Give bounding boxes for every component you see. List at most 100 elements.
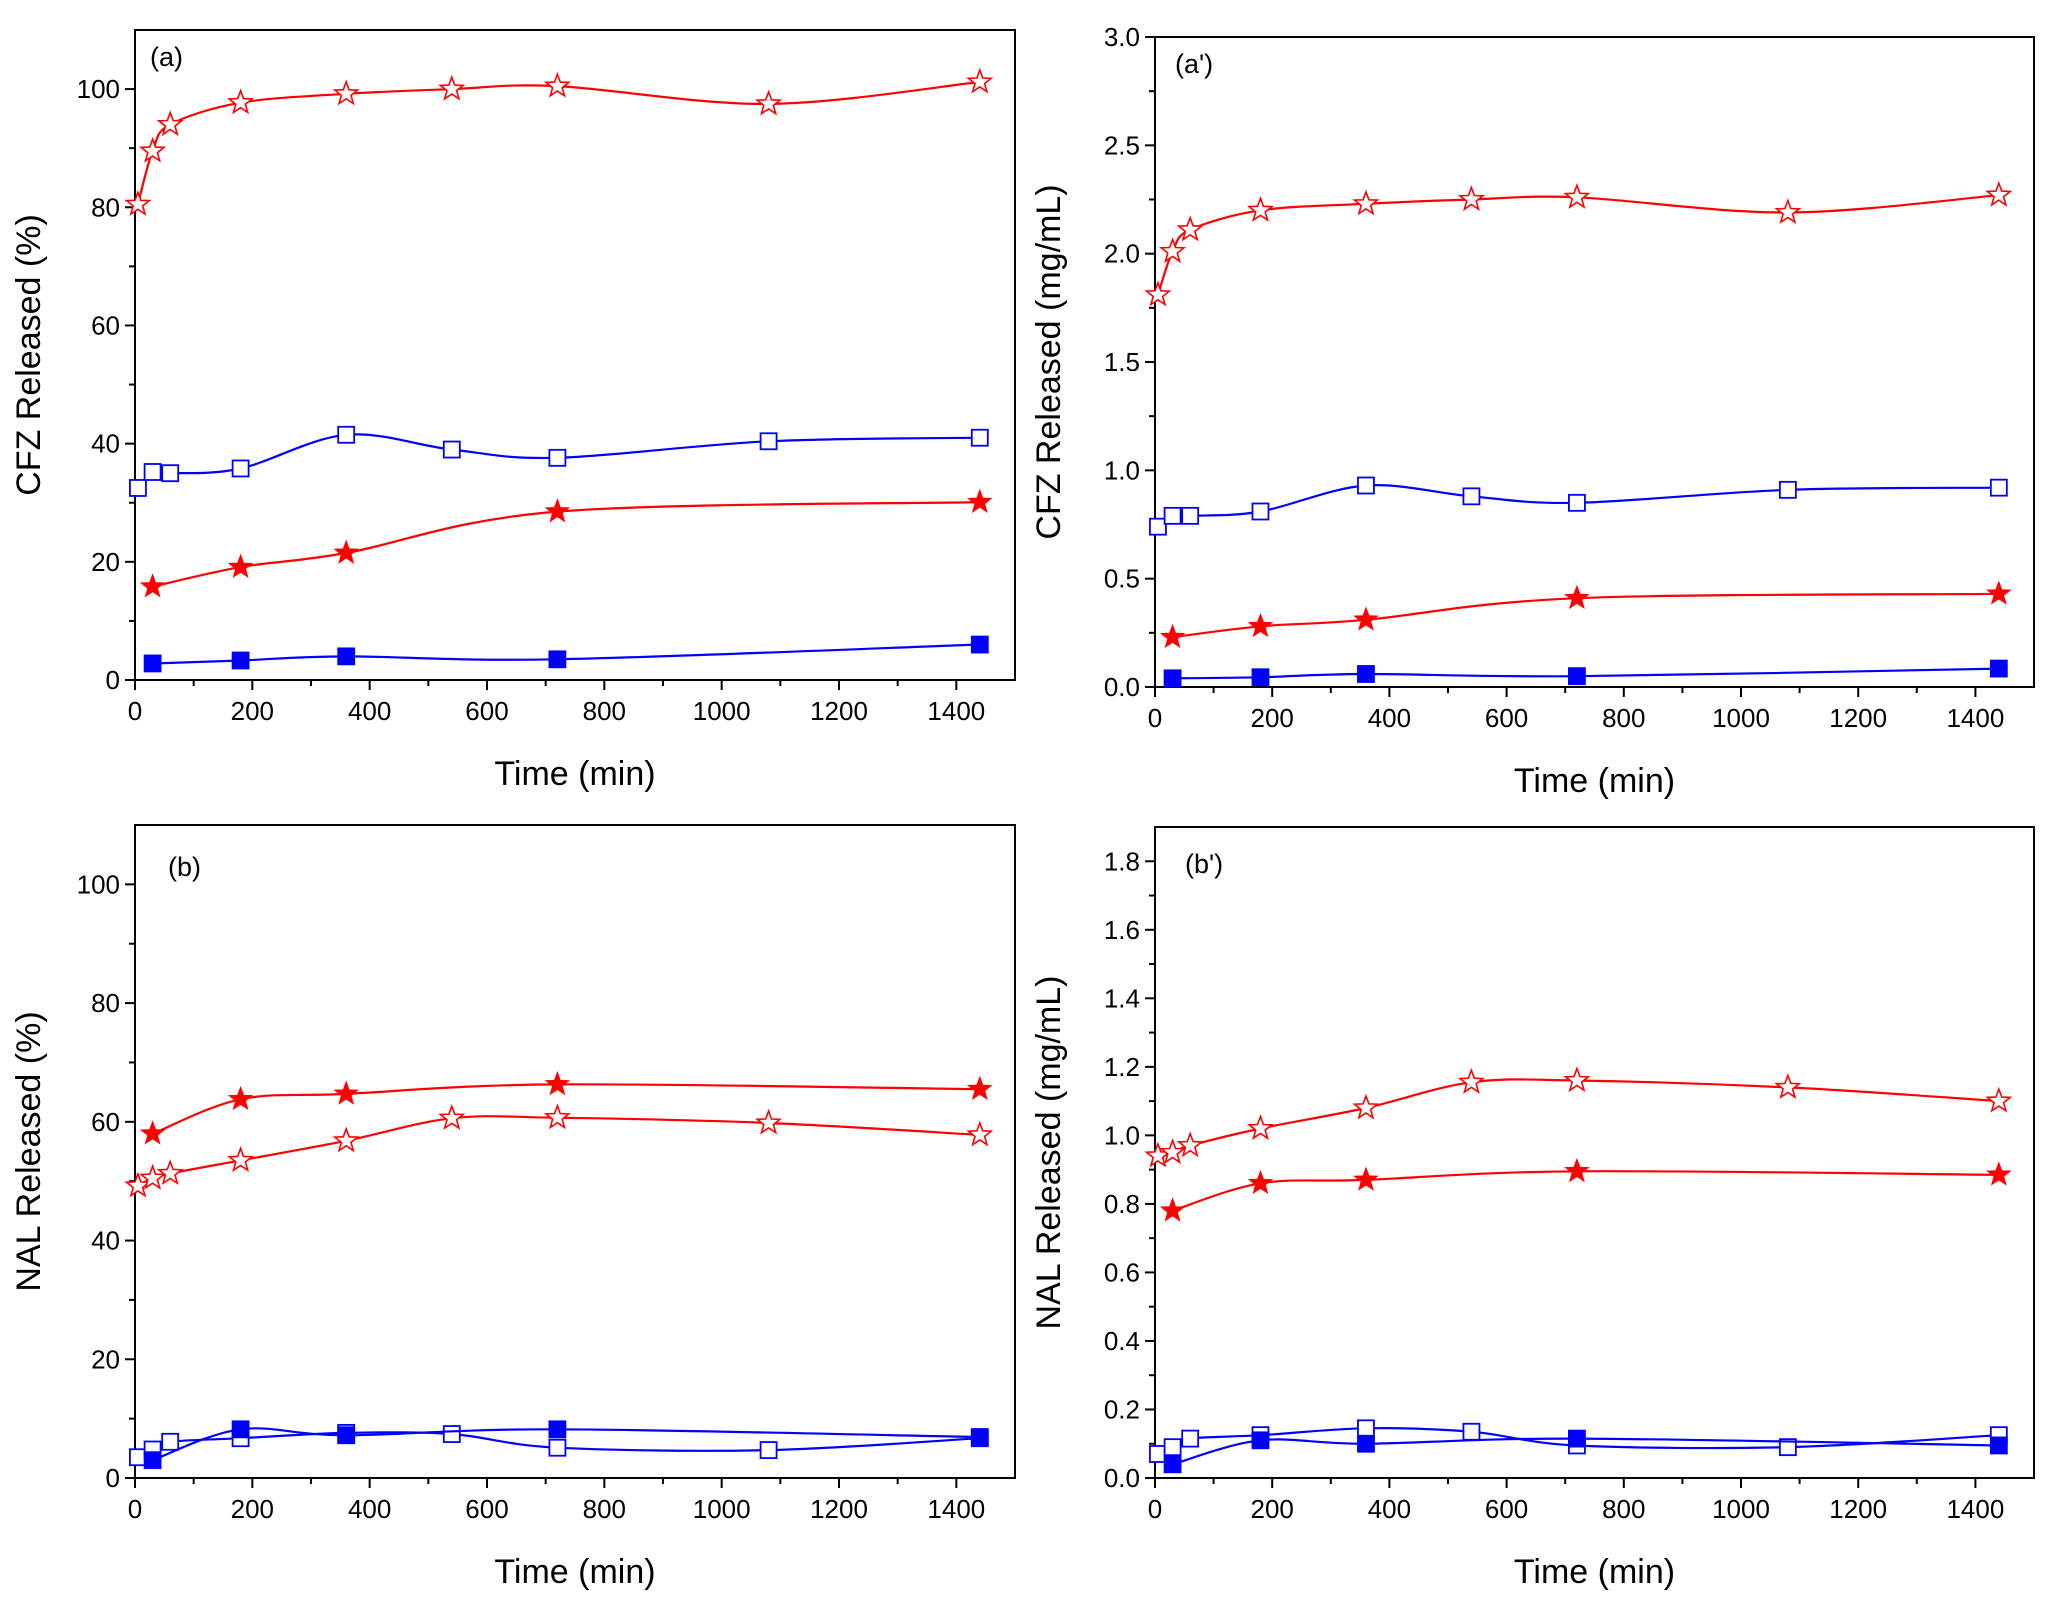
series-square-open-blue bbox=[1149, 476, 2008, 536]
x-tick-label: 1200 bbox=[1829, 1494, 1887, 1524]
data-point-open-square bbox=[1357, 476, 1375, 495]
panel-label: (a') bbox=[1175, 49, 1213, 79]
series-line bbox=[1172, 592, 1999, 639]
data-point-open-star bbox=[1985, 180, 2013, 207]
x-tick-label: 400 bbox=[348, 1494, 391, 1524]
data-point-open-star bbox=[1563, 1066, 1591, 1093]
data-point-filled-square bbox=[1989, 659, 2008, 678]
data-point-filled-star bbox=[1159, 623, 1186, 649]
x-tick-label: 1200 bbox=[1829, 703, 1887, 733]
data-point-open-star bbox=[1246, 1114, 1275, 1141]
series-square-filled-blue bbox=[1163, 1429, 2008, 1474]
data-point-open-square bbox=[1251, 502, 1270, 521]
y-tick-label: 0.5 bbox=[1104, 564, 1140, 594]
data-point-filled-square bbox=[970, 635, 989, 654]
y-tick-label: 0.6 bbox=[1104, 1257, 1140, 1287]
data-point-open-square bbox=[1149, 1445, 1167, 1463]
data-point-open-square bbox=[759, 432, 778, 451]
data-point-filled-star bbox=[1353, 1166, 1379, 1191]
y-tick-label: 2.0 bbox=[1104, 239, 1140, 269]
plot-frame bbox=[134, 824, 1016, 1479]
series-square-filled-blue bbox=[143, 1420, 989, 1470]
data-point-open-square bbox=[442, 440, 461, 459]
data-point-open-star bbox=[1457, 185, 1486, 212]
x-axis-title: Time (min) bbox=[1514, 1553, 1675, 1591]
series-star-open-red bbox=[1144, 1066, 2013, 1168]
data-point-filled-square bbox=[1251, 668, 1270, 687]
series-star-filled-red bbox=[139, 1070, 993, 1145]
data-point-filled-square bbox=[231, 1420, 250, 1439]
x-tick-label: 200 bbox=[231, 1494, 274, 1524]
data-point-filled-square bbox=[1251, 1431, 1270, 1450]
y-tick-label: 20 bbox=[91, 547, 120, 577]
data-point-filled-square bbox=[548, 1420, 567, 1439]
data-point-filled-square bbox=[143, 1451, 162, 1470]
y-tick-label: 3.0 bbox=[1104, 22, 1140, 52]
panel-label: (b) bbox=[168, 852, 201, 882]
x-tick-label: 400 bbox=[348, 696, 391, 726]
data-point-filled-square bbox=[1989, 1436, 2008, 1455]
series-line bbox=[1157, 1078, 1999, 1157]
data-point-filled-square bbox=[337, 647, 356, 666]
data-point-filled-star bbox=[1353, 606, 1379, 631]
series-star-open-red bbox=[124, 1103, 994, 1198]
y-tick-label: 2.5 bbox=[1104, 130, 1140, 160]
data-point-filled-star bbox=[227, 553, 254, 578]
y-tick-label: 0.8 bbox=[1104, 1189, 1140, 1219]
x-tick-label: 800 bbox=[1602, 1494, 1645, 1524]
x-tick-label: 800 bbox=[583, 696, 626, 726]
x-tick-label: 0 bbox=[1148, 1494, 1162, 1524]
series-star-open-red bbox=[124, 67, 994, 216]
x-tick-label: 1000 bbox=[693, 696, 751, 726]
x-tick-label: 600 bbox=[465, 1494, 508, 1524]
series-square-filled-blue bbox=[143, 635, 989, 673]
x-tick-label: 1400 bbox=[1946, 703, 2004, 733]
data-point-open-star bbox=[332, 79, 360, 106]
data-point-filled-square bbox=[548, 650, 567, 669]
data-point-open-square bbox=[759, 1441, 778, 1459]
y-tick-label: 1.5 bbox=[1104, 347, 1140, 377]
data-point-filled-star bbox=[544, 1070, 571, 1096]
data-point-filled-square bbox=[143, 654, 162, 673]
y-tick-label: 20 bbox=[91, 1344, 120, 1374]
data-point-open-square bbox=[1357, 1419, 1375, 1438]
x-tick-label: 1000 bbox=[693, 1494, 751, 1524]
data-point-filled-star bbox=[333, 539, 359, 564]
x-tick-label: 800 bbox=[1602, 703, 1645, 733]
data-point-filled-star bbox=[139, 1120, 166, 1145]
panel-label: (b') bbox=[1185, 849, 1223, 879]
chart-a: (a) Time (min) CFZ Released (%) 0 200 400 6… bbox=[10, 29, 1016, 793]
y-tick-label: 100 bbox=[77, 869, 120, 899]
series-star-filled-red bbox=[139, 488, 993, 598]
x-tick-label: 1200 bbox=[810, 1494, 868, 1524]
x-tick-label: 400 bbox=[1368, 1494, 1411, 1524]
data-point-filled-square bbox=[1568, 1429, 1586, 1448]
data-point-open-square bbox=[1462, 487, 1481, 506]
y-axis-title: NAL Released (mg/mL) bbox=[1030, 976, 1068, 1330]
data-point-filled-star bbox=[1564, 584, 1590, 610]
y-tick-label: 1.6 bbox=[1104, 915, 1140, 945]
data-point-open-star bbox=[156, 1159, 184, 1186]
x-tick-label: 1400 bbox=[927, 1494, 985, 1524]
data-point-filled-star bbox=[1986, 1161, 2012, 1186]
series-line bbox=[137, 1115, 980, 1187]
data-point-open-star bbox=[543, 1103, 571, 1130]
data-point-filled-square bbox=[1163, 1455, 1182, 1474]
y-tick-label: 0 bbox=[106, 665, 120, 695]
data-point-open-star bbox=[1158, 237, 1187, 264]
x-tick-label: 800 bbox=[583, 1494, 626, 1524]
data-point-open-star bbox=[1774, 1073, 1802, 1099]
y-tick-label: 0.4 bbox=[1104, 1326, 1140, 1356]
x-tick-label: 1000 bbox=[1712, 1494, 1770, 1524]
data-point-filled-square bbox=[231, 651, 250, 670]
y-tick-label: 0.0 bbox=[1104, 672, 1140, 702]
x-tick-label: 1400 bbox=[927, 696, 985, 726]
data-point-open-star bbox=[1774, 198, 1802, 225]
series-line bbox=[136, 80, 980, 205]
series-star-filled-red bbox=[1159, 1157, 2012, 1222]
data-point-open-square bbox=[970, 428, 989, 447]
y-tick-label: 0.2 bbox=[1104, 1394, 1140, 1424]
data-point-open-star bbox=[227, 88, 255, 115]
series-star-filled-red bbox=[1159, 580, 2012, 649]
